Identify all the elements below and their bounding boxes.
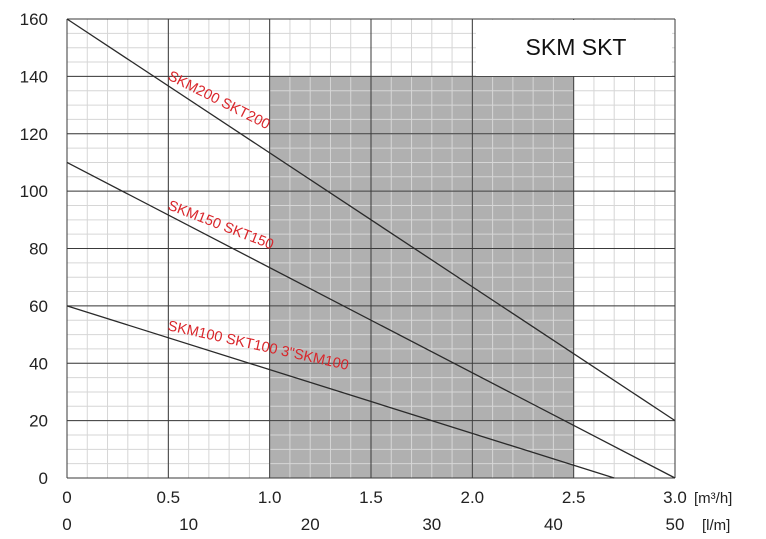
x-tick-label-m3h: 0 — [62, 488, 71, 507]
x-tick-label-m3h: 3.0 — [663, 488, 687, 507]
x-axis-unit-m3h: [m³/h] — [694, 490, 732, 507]
grid-layer — [66, 18, 676, 479]
curve-line — [66, 305, 615, 479]
x-tick-label-m3h: 1.5 — [359, 488, 383, 507]
y-tick-label: 20 — [29, 412, 48, 431]
chart-title: SKM SKT — [526, 34, 627, 60]
curve-label: SKM150 SKT150 — [166, 198, 276, 253]
x-tick-label-lm: 20 — [301, 515, 320, 534]
x-tick-label-m3h: 2.0 — [461, 488, 485, 507]
x-axis-unit-lm: [l/m] — [702, 517, 730, 534]
curve-layer — [66, 18, 676, 479]
x-tick-label-m3h: 1.0 — [258, 488, 282, 507]
title-box: SKM SKT — [476, 20, 672, 76]
y-tick-label: 80 — [29, 240, 48, 259]
x-tick-label-m3h: 0.5 — [157, 488, 181, 507]
x-tick-label-m3h: 2.5 — [562, 488, 586, 507]
x-tick-label-lm: 30 — [422, 515, 441, 534]
y-tick-label: 140 — [20, 67, 48, 86]
curve-label: SKM200 SKT200 — [165, 68, 272, 133]
curve-line — [66, 18, 676, 422]
y-tick-label: 100 — [20, 182, 48, 201]
y-tick-label: 0 — [39, 469, 48, 488]
x-tick-label-lm: 0 — [62, 515, 71, 534]
y-tick-label: 40 — [29, 354, 48, 373]
y-tick-label: 60 — [29, 297, 48, 316]
x-tick-label-lm: 10 — [179, 515, 198, 534]
y-tick-label: 160 — [20, 10, 48, 29]
x-tick-label-lm: 40 — [544, 515, 563, 534]
y-tick-label: 120 — [20, 125, 48, 144]
curve-line — [66, 161, 676, 479]
x-tick-label-lm: 50 — [666, 515, 685, 534]
